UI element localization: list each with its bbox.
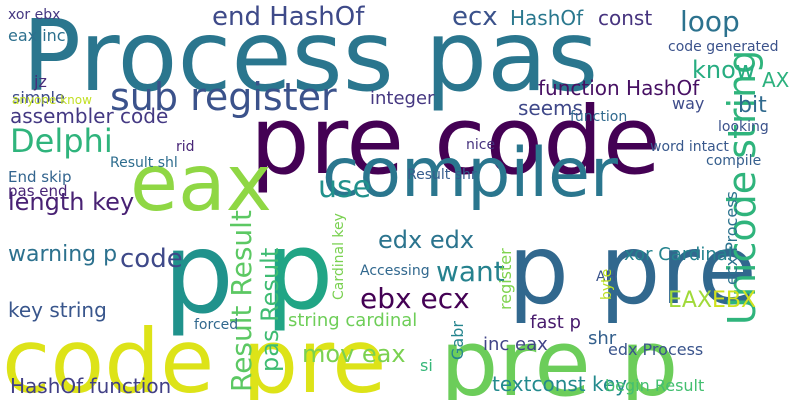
word: HashOf function xyxy=(10,374,172,398)
word: pas Result xyxy=(256,247,284,372)
word: key string xyxy=(8,298,107,322)
word: p xyxy=(163,209,235,339)
word: want xyxy=(436,255,505,288)
word: way xyxy=(672,94,705,113)
word: nice xyxy=(466,137,496,153)
word: ecx Process xyxy=(722,191,741,285)
word: inc eax xyxy=(483,334,548,355)
word: shr xyxy=(588,328,617,349)
word: sub register xyxy=(110,75,337,119)
word: warning p xyxy=(8,242,118,267)
word: anyone know xyxy=(12,93,92,107)
word: loop xyxy=(680,5,740,38)
word: const xyxy=(598,6,653,30)
word: code generated xyxy=(668,39,779,55)
word: eax inc xyxy=(8,26,66,45)
word: HashOf xyxy=(510,6,584,30)
word: xor Cardinal xyxy=(624,244,733,265)
word: mov eax xyxy=(302,340,406,368)
word: xor ebx xyxy=(8,7,61,23)
word: byte xyxy=(599,268,615,300)
word: compile xyxy=(706,153,762,169)
word: register xyxy=(496,248,515,310)
word: assembler code xyxy=(10,104,169,128)
word: bit xyxy=(738,93,767,118)
word: AX xyxy=(762,68,790,92)
word: pre p xyxy=(440,310,679,400)
word: string cardinal xyxy=(288,310,418,331)
word: integer xyxy=(370,88,435,109)
word: edx Process xyxy=(608,340,704,359)
word: si xyxy=(420,356,433,375)
word: seems xyxy=(518,96,583,120)
word: Cardinal key xyxy=(331,213,347,300)
word: simple xyxy=(12,88,65,107)
word: Result shr xyxy=(407,167,477,183)
word: p xyxy=(265,209,334,334)
word: p pre xyxy=(508,214,757,326)
word: fast p xyxy=(530,312,581,333)
word: pre code xyxy=(250,87,661,196)
word: textconst key xyxy=(492,372,628,396)
word: Accessing xyxy=(360,263,430,279)
word: code pre xyxy=(2,310,387,400)
word: End skip xyxy=(8,168,72,186)
word: looking xyxy=(718,119,769,135)
word: Process pas xyxy=(22,0,599,114)
word: know xyxy=(692,56,756,84)
word: Result shl xyxy=(110,155,178,171)
word: function xyxy=(570,109,628,125)
word: code xyxy=(120,244,183,274)
word: Delphi xyxy=(10,122,113,160)
word: compiler xyxy=(322,134,618,213)
word: word intact xyxy=(650,139,729,155)
word: jz xyxy=(34,72,47,91)
word: eax xyxy=(130,139,272,229)
word: end HashOf xyxy=(212,2,365,32)
word: Gabr xyxy=(448,321,467,360)
word: forced xyxy=(194,317,239,333)
word: begin Result xyxy=(605,376,705,395)
word: Result Result xyxy=(225,210,258,392)
word: ecx xyxy=(452,2,498,32)
word: edx edx xyxy=(378,226,475,254)
word: EBX xyxy=(712,288,757,313)
word: AH xyxy=(596,269,617,285)
word: use xyxy=(318,170,372,205)
word: rid xyxy=(176,139,195,155)
word: pas end xyxy=(8,182,68,200)
word: EAX xyxy=(668,288,713,313)
word: function HashOf xyxy=(538,76,700,100)
word: ebx ecx xyxy=(360,282,470,315)
word: length key xyxy=(8,188,135,216)
